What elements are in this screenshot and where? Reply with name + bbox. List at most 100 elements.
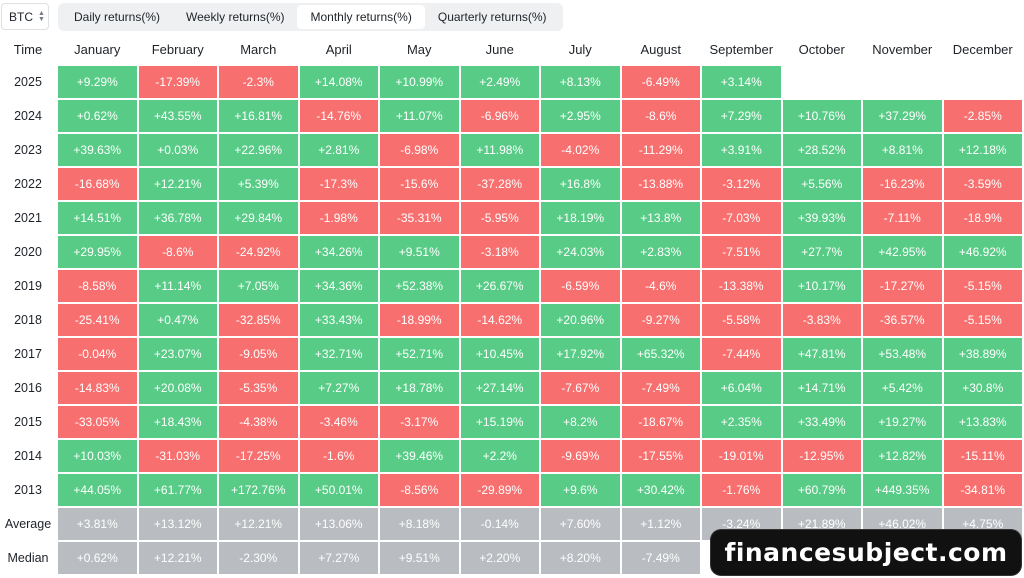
tab-daily-returns[interactable]: Daily returns(%) [74,10,161,24]
return-cell: +44.05% [58,474,139,508]
return-cell: +5.39% [219,168,300,202]
year-label: 2015 [0,406,58,440]
return-cell: -31.03% [138,440,219,474]
column-header-month: August [621,34,702,66]
return-cell: +19.27% [863,406,944,440]
return-cell: +27.7% [782,236,863,270]
return-cell: +14.51% [58,202,139,236]
return-cell: -9.27% [621,304,702,338]
column-header-month: September [702,34,783,66]
return-cell: +27.14% [460,372,541,406]
return-cell: +9.51% [380,542,461,576]
return-cell: -14.83% [58,372,139,406]
return-cell: +12.82% [863,440,944,474]
year-label: 2020 [0,236,58,270]
return-cell: -11.29% [621,134,702,168]
return-cell: +2.83% [621,236,702,270]
return-cell: -5.58% [702,304,783,338]
return-cell: +43.55% [138,100,219,134]
return-cell: -33.05% [58,406,139,440]
return-cell: +15.19% [460,406,541,440]
return-cell: +61.77% [138,474,219,508]
return-cell: +37.29% [863,100,944,134]
return-cell: +0.03% [138,134,219,168]
year-label: 2016 [0,372,58,406]
return-cell: +8.13% [541,66,622,100]
column-header-month: March [219,34,300,66]
return-cell: -8.6% [621,100,702,134]
column-header-month: June [460,34,541,66]
return-cell: -16.23% [863,168,944,202]
return-cell: +7.05% [219,270,300,304]
table-row: 2021 +14.51% +36.78% +29.84% -1.98% -35.31% -5… [0,202,1024,236]
table-row: 2024 +0.62% +43.55% +16.81% -14.76% +11.07% -6… [0,100,1024,134]
stat-label: Median [0,542,58,576]
return-cell: +6.04% [702,372,783,406]
return-cell: -5.15% [943,270,1024,304]
return-cell: -25.41% [58,304,139,338]
return-cell: -14.76% [299,100,380,134]
return-cell: +65.32% [621,338,702,372]
return-cell: -5.95% [460,202,541,236]
table-row: 2015 -33.05% +18.43% -4.38% -3.46% -3.17% +15.… [0,406,1024,440]
column-header-month: November [863,34,944,66]
return-cell: +29.84% [219,202,300,236]
return-cell: +20.08% [138,372,219,406]
return-cell: -17.39% [138,66,219,100]
return-cell: -5.15% [943,304,1024,338]
return-cell: +33.43% [299,304,380,338]
return-cell: -37.28% [460,168,541,202]
return-cell: -16.68% [58,168,139,202]
year-label: 2014 [0,440,58,474]
year-label: 2018 [0,304,58,338]
return-cell: +2.49% [460,66,541,100]
table-row: 2018 -25.41% +0.47% -32.85% +33.43% -18.99% -1… [0,304,1024,338]
return-cell: -4.6% [621,270,702,304]
return-cell: +5.42% [863,372,944,406]
return-cell: -17.27% [863,270,944,304]
return-cell: +3.14% [702,66,783,100]
column-header-month: July [541,34,622,66]
table-row: 2013 +44.05% +61.77% +172.76% +50.01% -8.56% -… [0,474,1024,508]
year-label: 2023 [0,134,58,168]
asset-select[interactable]: BTC ▲ ▼ [1,3,49,30]
return-cell: -13.38% [702,270,783,304]
return-cell: +0.62% [58,100,139,134]
table-row: 2020 +29.95% -8.6% -24.92% +34.26% +9.51% -3.1… [0,236,1024,270]
return-cell: -1.76% [702,474,783,508]
year-label: 2025 [0,66,58,100]
return-cell: +7.27% [299,372,380,406]
table-row: 2016 -14.83% +20.08% -5.35% +7.27% +18.78% +27… [0,372,1024,406]
return-cell: -0.04% [58,338,139,372]
return-cell: +16.8% [541,168,622,202]
return-cell: +11.07% [380,100,461,134]
return-cell: +33.49% [782,406,863,440]
return-cell: +449.35% [863,474,944,508]
return-cell: +8.18% [380,508,461,542]
tab-monthly-returns[interactable]: Monthly returns(%) [297,5,425,29]
tab-weekly-returns[interactable]: Weekly returns(%) [186,10,285,24]
return-cell: +29.95% [58,236,139,270]
table-row: 2017 -0.04% +23.07% -9.05% +32.71% +52.71% +10… [0,338,1024,372]
return-cell: -3.17% [380,406,461,440]
return-cell: +23.07% [138,338,219,372]
return-cell: +32.71% [299,338,380,372]
return-cell: +10.17% [782,270,863,304]
return-cell: -15.11% [943,440,1024,474]
return-cell: +14.71% [782,372,863,406]
return-cell: +8.81% [863,134,944,168]
empty-cell [863,66,944,100]
return-cell: -4.38% [219,406,300,440]
return-cell: +11.14% [138,270,219,304]
tab-quarterly-returns[interactable]: Quarterly returns(%) [437,10,547,24]
return-cell: -18.67% [621,406,702,440]
year-label: 2024 [0,100,58,134]
column-header-month: February [138,34,219,66]
empty-cell [943,66,1024,100]
year-label: 2022 [0,168,58,202]
table-row: 2025 +9.29% -17.39% -2.3% +14.08% +10.99% +2.4… [0,66,1024,100]
return-cell: -17.55% [621,440,702,474]
return-cell: -14.62% [460,304,541,338]
return-cell: -7.67% [541,372,622,406]
return-cell: -7.51% [702,236,783,270]
